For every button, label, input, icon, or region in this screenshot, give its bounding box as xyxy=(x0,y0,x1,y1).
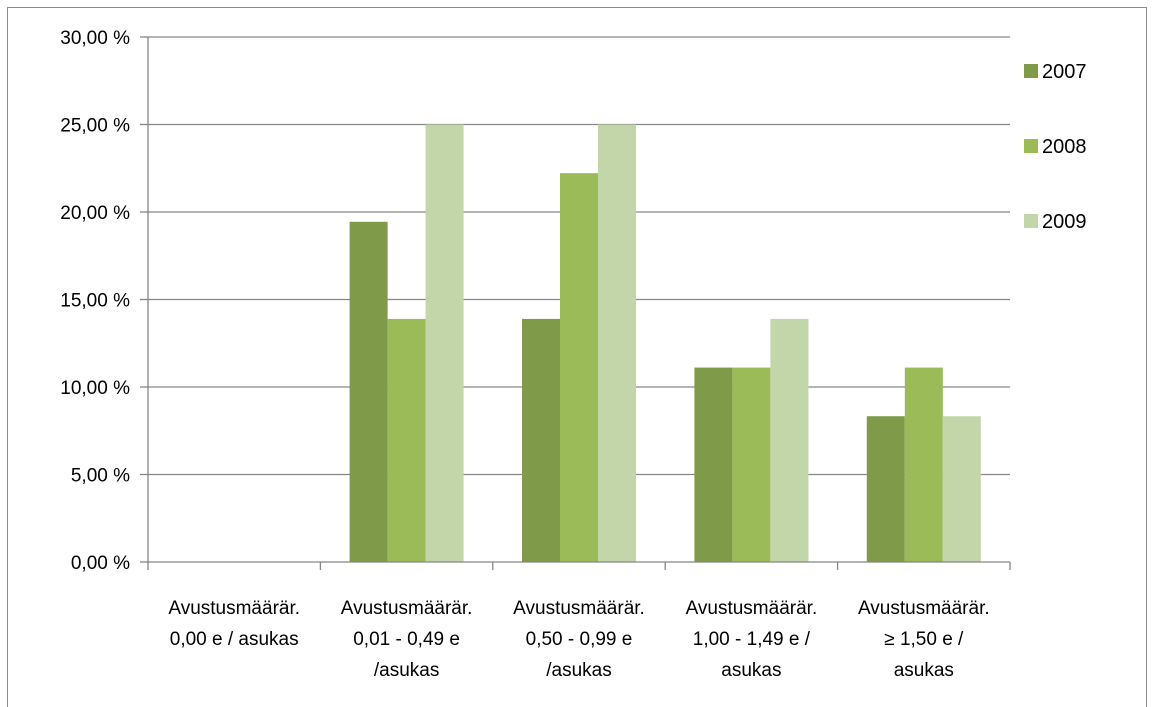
y-axis-tick-labels: 0,00 % 5,00 % 10,00 % 15,00 % 20,00 % 25,00 %… xyxy=(60,28,130,574)
axes xyxy=(140,36,1011,570)
y-tick-label: 10,00 % xyxy=(60,378,130,399)
bar-2007-cat2 xyxy=(522,318,560,562)
bar-2008-cat4 xyxy=(904,367,943,562)
x-category-label: Avustusmäärär. xyxy=(341,598,473,619)
x-category-label: 0,00 e / asukas xyxy=(170,629,299,650)
legend-label-2008: 2008 xyxy=(1042,136,1087,158)
x-category-label: Avustusmäärär. xyxy=(168,598,300,619)
bar-2007-cat3 xyxy=(694,367,733,562)
bar-2008-cat3 xyxy=(732,367,771,562)
x-axis-category-labels: Avustusmäärär. 0,00 e / asukas Avustusmäär… xyxy=(168,598,989,681)
bar-2009-cat4 xyxy=(942,416,981,562)
bar-2009-cat2 xyxy=(598,124,636,562)
y-tick-label: 20,00 % xyxy=(60,203,130,224)
bars xyxy=(349,124,981,563)
legend-label-2009: 2009 xyxy=(1042,211,1087,233)
y-tick-label: 5,00 % xyxy=(71,466,130,487)
legend: 2007 2008 2009 xyxy=(1024,61,1087,233)
bar-2009-cat3 xyxy=(770,318,809,562)
x-category-label: 0,01 - 0,49 e xyxy=(353,629,460,650)
y-tick-label: 15,00 % xyxy=(60,291,130,312)
bar-2009-cat1 xyxy=(425,124,464,562)
x-category-label: /asukas xyxy=(374,660,439,681)
bar-2007-cat4 xyxy=(866,416,905,562)
x-category-label: asukas xyxy=(894,660,954,681)
y-tick-label: 25,00 % xyxy=(60,116,130,137)
x-category-label: Avustusmäärär. xyxy=(513,598,645,619)
legend-label-2007: 2007 xyxy=(1042,61,1087,83)
legend-swatch-2007 xyxy=(1024,64,1038,78)
bar-2008-cat1 xyxy=(387,318,426,562)
x-category-label: asukas xyxy=(721,660,781,681)
x-category-label: Avustusmäärär. xyxy=(858,598,990,619)
x-category-label: 0,50 - 0,99 e xyxy=(526,629,633,650)
bar-2007-cat1 xyxy=(349,221,388,563)
x-category-label: Avustusmäärär. xyxy=(686,598,818,619)
y-tick-label: 0,00 % xyxy=(71,553,130,574)
legend-swatch-2009 xyxy=(1024,214,1038,228)
x-category-label: /asukas xyxy=(546,660,611,681)
legend-swatch-2008 xyxy=(1024,139,1038,153)
bar-2008-cat2 xyxy=(560,173,598,562)
x-category-label: ≥ 1,50 e / xyxy=(884,629,964,650)
x-category-label: 1,00 - 1,49 e / xyxy=(693,629,811,650)
y-tick-label: 30,00 % xyxy=(60,28,130,49)
